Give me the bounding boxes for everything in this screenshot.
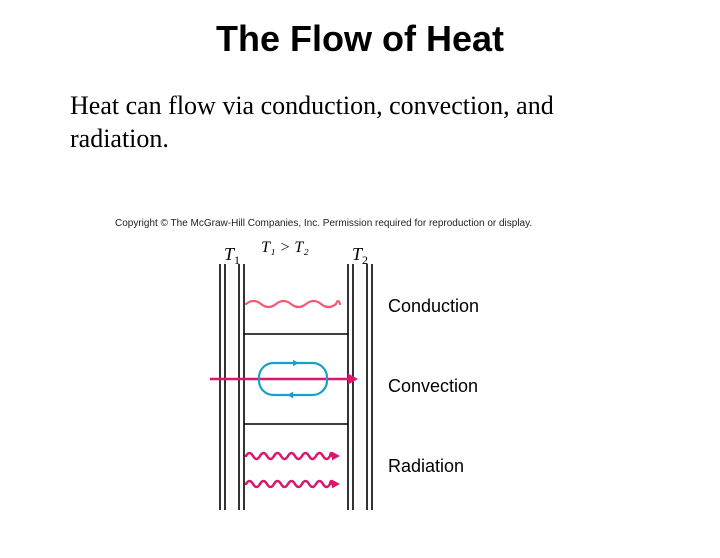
copyright-notice: Copyright © The McGraw-Hill Companies, I… bbox=[115, 218, 532, 229]
svg-text:T2: T2 bbox=[352, 244, 368, 267]
svg-text:T1: T1 bbox=[224, 244, 240, 267]
heat-flow-diagram: T1 T2 T₁ > T₂ Conduction Convection Radiation bbox=[180, 234, 540, 534]
svg-text:Conduction: Conduction bbox=[388, 296, 479, 316]
svg-text:Radiation: Radiation bbox=[388, 456, 464, 476]
body-text: Heat can flow via conduction, convection… bbox=[70, 90, 650, 155]
svg-text:T₁ > T₂: T₁ > T₂ bbox=[261, 239, 309, 256]
svg-text:Convection: Convection bbox=[388, 376, 478, 396]
page-title: The Flow of Heat bbox=[0, 18, 720, 60]
